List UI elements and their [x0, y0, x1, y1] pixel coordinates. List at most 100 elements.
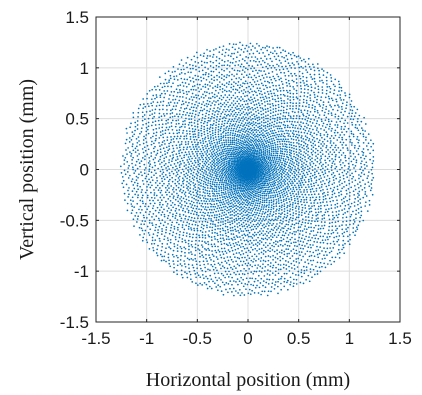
scatter-point [326, 194, 329, 196]
scatter-point [202, 256, 205, 258]
scatter-point [204, 218, 207, 221]
scatter-point [257, 152, 259, 155]
scatter-point [305, 99, 308, 102]
scatter-point [243, 247, 246, 250]
scatter-point [234, 187, 237, 190]
scatter-point [191, 128, 194, 130]
scatter-point [262, 125, 265, 127]
scatter-point [253, 189, 255, 191]
scatter-point [169, 174, 171, 177]
scatter-point [217, 165, 220, 168]
scatter-point [211, 127, 214, 129]
scatter-point [234, 146, 236, 149]
scatter-point [208, 249, 211, 252]
scatter-point [223, 69, 225, 72]
scatter-point [197, 171, 200, 174]
scatter-point [244, 131, 247, 134]
scatter-point [268, 167, 270, 169]
scatter-point [310, 131, 312, 134]
scatter-point [207, 163, 210, 166]
scatter-point [227, 176, 230, 179]
scatter-point [201, 113, 204, 116]
scatter-point [186, 159, 189, 161]
scatter-point [256, 72, 259, 74]
scatter-point [334, 203, 337, 206]
scatter-point [294, 121, 296, 123]
scatter-point [190, 200, 193, 203]
scatter-point [219, 224, 222, 227]
scatter-point [269, 103, 271, 106]
scatter-point [298, 75, 301, 77]
scatter-point [229, 149, 232, 152]
scatter-point [295, 89, 298, 92]
scatter-point [267, 263, 269, 266]
scatter-point [257, 146, 260, 148]
scatter-point [219, 153, 221, 156]
scatter-point [186, 174, 189, 177]
scatter-point [244, 199, 247, 202]
scatter-point [299, 247, 302, 250]
scatter-point [241, 182, 243, 185]
scatter-point [297, 257, 300, 260]
scatter-point [292, 86, 295, 88]
scatter-point [220, 98, 223, 101]
scatter-point [274, 98, 276, 101]
scatter-point [202, 93, 204, 96]
scatter-point [255, 255, 258, 258]
scatter-point [214, 85, 217, 88]
scatter-point [274, 148, 277, 151]
scatter-point [287, 189, 290, 192]
scatter-point [217, 154, 220, 157]
scatter-point [244, 95, 246, 98]
scatter-point [240, 202, 242, 205]
scatter-point [237, 208, 239, 211]
scatter-point [260, 138, 263, 141]
scatter-point [274, 181, 277, 184]
scatter-point [284, 187, 286, 190]
scatter-point [325, 108, 327, 111]
scatter-point [265, 144, 268, 147]
scatter-point [250, 127, 252, 130]
scatter-point [230, 246, 233, 249]
scatter-point [241, 184, 244, 187]
scatter-point [277, 200, 280, 202]
scatter-point [246, 264, 249, 267]
scatter-point [215, 177, 218, 180]
scatter-point [253, 154, 256, 156]
scatter-point [200, 199, 203, 202]
scatter-point [234, 198, 237, 201]
scatter-point [283, 178, 286, 181]
scatter-point [253, 123, 255, 126]
scatter-point [208, 92, 211, 95]
scatter-point [291, 236, 293, 239]
scatter-point [236, 100, 239, 103]
scatter-point [308, 170, 311, 173]
scatter-point [293, 252, 296, 255]
scatter-point [193, 122, 196, 124]
scatter-point [260, 82, 263, 85]
scatter-point [334, 167, 337, 170]
scatter-point [151, 121, 154, 124]
scatter-point [276, 195, 279, 198]
scatter-point [231, 249, 234, 252]
scatter-point [206, 91, 208, 94]
scatter-point [220, 135, 223, 138]
scatter-point [262, 188, 264, 190]
scatter-point [280, 168, 283, 170]
scatter-point [278, 251, 281, 254]
scatter-point [221, 265, 224, 267]
scatter-point [180, 199, 183, 202]
scatter-point [277, 130, 280, 133]
scatter-point [300, 136, 303, 139]
scatter-point [158, 203, 161, 206]
scatter-point [231, 153, 233, 156]
scatter-point [211, 160, 213, 162]
scatter-point [258, 149, 261, 151]
scatter-point [303, 169, 305, 172]
scatter-point [190, 148, 192, 151]
scatter-point [271, 156, 274, 159]
scatter-point [305, 102, 308, 104]
scatter-point [279, 93, 282, 96]
scatter-point [239, 197, 241, 200]
